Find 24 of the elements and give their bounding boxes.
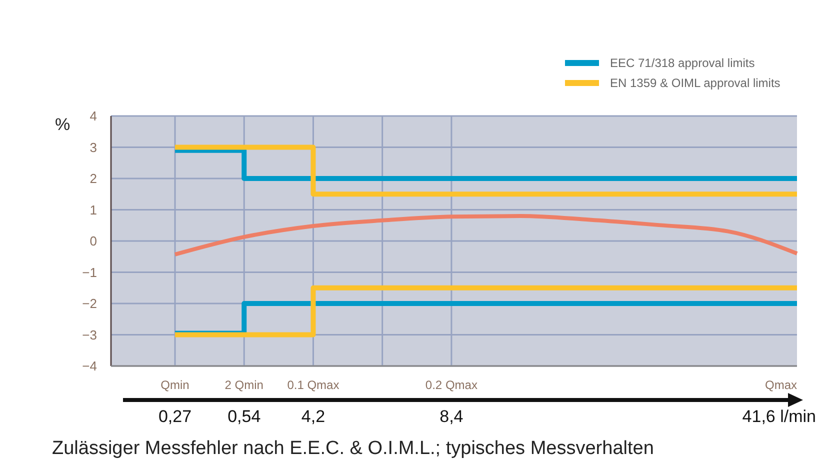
y-tick-label: −4 bbox=[82, 358, 97, 374]
legend-label: EN 1359 & OIML approval limits bbox=[610, 76, 780, 90]
y-tick-label: 3 bbox=[90, 140, 97, 155]
y-tick-label: 0 bbox=[90, 234, 97, 249]
legend-label: EEC 71/318 approval limits bbox=[610, 56, 755, 70]
text: 41,6 l/min bbox=[742, 407, 816, 426]
y-tick-label: −3 bbox=[82, 327, 97, 342]
y-axis-title: % bbox=[55, 115, 70, 134]
text: 0,54 bbox=[228, 407, 261, 426]
text: Zulässiger Messfehler nach E.E.C. & O.I.M.L.; typisches Messverhalten bbox=[52, 438, 654, 459]
y-tick-label: −2 bbox=[82, 296, 97, 312]
line-series bbox=[173, 214, 799, 256]
y-tick-label: 1 bbox=[90, 202, 97, 218]
y-tick-label: −1 bbox=[82, 264, 97, 280]
text: 4,2 bbox=[301, 407, 326, 426]
y-tick-label: 4 bbox=[90, 108, 97, 124]
x-tick-label: Qmin bbox=[160, 378, 190, 392]
x-tick-label: 2 Qmin bbox=[224, 378, 264, 392]
text: 8,4 bbox=[440, 407, 464, 426]
text: 0,27 bbox=[158, 407, 192, 426]
x-tick-label: Qmax bbox=[764, 378, 797, 392]
x-tick-label: 0.2 Qmax bbox=[425, 378, 478, 392]
x-tick-label: 0.1 Qmax bbox=[287, 378, 340, 392]
y-tick-label: 2 bbox=[90, 171, 97, 186]
